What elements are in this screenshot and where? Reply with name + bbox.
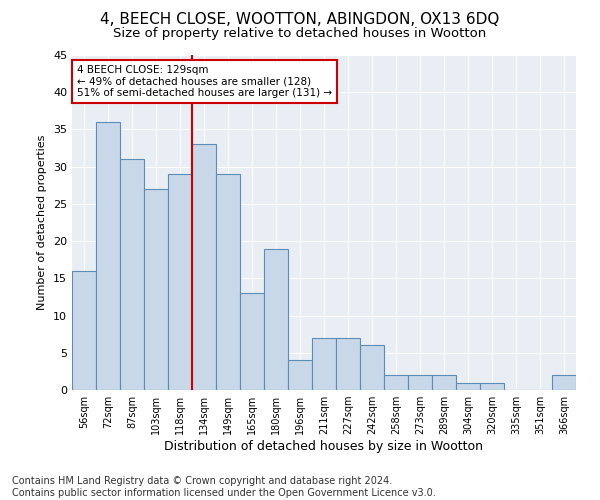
Bar — [192, 144, 216, 390]
Bar — [384, 375, 408, 390]
Bar — [432, 375, 456, 390]
Bar — [72, 271, 96, 390]
Bar — [120, 159, 144, 390]
Bar — [408, 375, 432, 390]
Bar — [264, 248, 288, 390]
Bar — [168, 174, 192, 390]
Bar — [288, 360, 312, 390]
Text: 4, BEECH CLOSE, WOOTTON, ABINGDON, OX13 6DQ: 4, BEECH CLOSE, WOOTTON, ABINGDON, OX13 … — [100, 12, 500, 28]
Bar — [144, 189, 168, 390]
Bar — [480, 382, 504, 390]
X-axis label: Distribution of detached houses by size in Wootton: Distribution of detached houses by size … — [164, 440, 484, 453]
Bar — [552, 375, 576, 390]
Text: 4 BEECH CLOSE: 129sqm
← 49% of detached houses are smaller (128)
51% of semi-det: 4 BEECH CLOSE: 129sqm ← 49% of detached … — [77, 65, 332, 98]
Y-axis label: Number of detached properties: Number of detached properties — [37, 135, 47, 310]
Bar — [456, 382, 480, 390]
Bar — [240, 293, 264, 390]
Text: Contains HM Land Registry data © Crown copyright and database right 2024.
Contai: Contains HM Land Registry data © Crown c… — [12, 476, 436, 498]
Bar — [216, 174, 240, 390]
Bar — [312, 338, 336, 390]
Bar — [96, 122, 120, 390]
Bar — [360, 346, 384, 390]
Text: Size of property relative to detached houses in Wootton: Size of property relative to detached ho… — [113, 28, 487, 40]
Bar — [336, 338, 360, 390]
